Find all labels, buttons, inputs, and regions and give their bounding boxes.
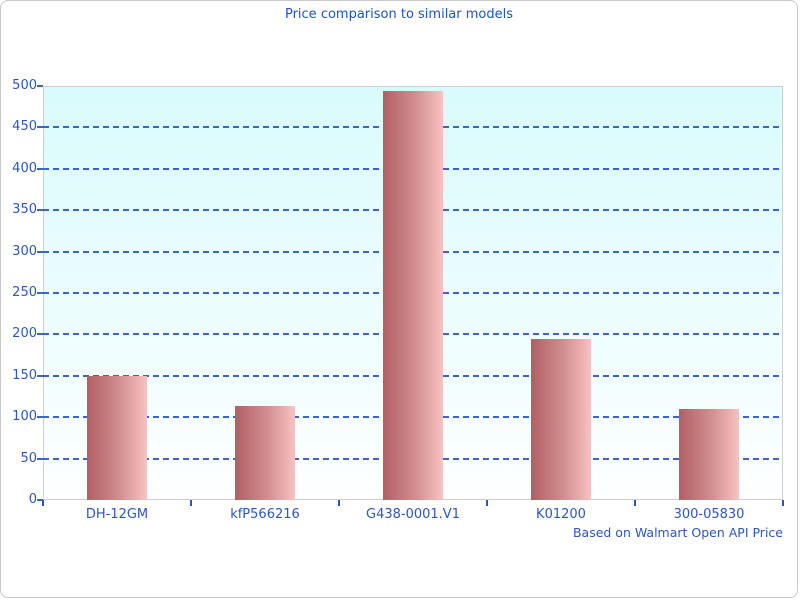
y-axis-label-0: 0 bbox=[28, 492, 37, 507]
y-axis-tick-450 bbox=[37, 126, 43, 129]
y-axis-label-50: 50 bbox=[20, 450, 37, 466]
x-axis-tick-0 bbox=[42, 500, 44, 506]
x-axis-label-kfP566216: kfP566216 bbox=[230, 507, 300, 522]
y-axis-label-500: 500 bbox=[12, 78, 37, 93]
y-axis-tick-500 bbox=[37, 85, 43, 87]
bar-G438-0001.V1 bbox=[383, 90, 443, 500]
bar-kfP566216 bbox=[235, 406, 295, 500]
x-axis-label-300-05830: 300-05830 bbox=[673, 507, 745, 522]
y-axis-tick-150 bbox=[37, 374, 43, 377]
x-axis-tick-5 bbox=[782, 500, 784, 506]
y-axis-tick-100 bbox=[37, 416, 43, 419]
y-axis-label-450: 450 bbox=[12, 119, 37, 135]
bar-DH-12GM bbox=[87, 375, 147, 500]
x-axis-tick-1 bbox=[190, 500, 192, 506]
bar-300-05830 bbox=[679, 408, 739, 500]
x-axis-label-K01200: K01200 bbox=[536, 507, 586, 522]
y-axis-tick-400 bbox=[37, 167, 43, 170]
x-axis-tick-3 bbox=[486, 500, 488, 506]
y-axis-label-300: 300 bbox=[12, 243, 37, 259]
y-axis-label-250: 250 bbox=[12, 285, 37, 300]
y-axis-label-200: 200 bbox=[12, 326, 37, 342]
y-axis-tick-50 bbox=[37, 457, 43, 460]
chart-title: Price comparison to similar models bbox=[284, 7, 514, 22]
x-axis-tick-2 bbox=[338, 500, 340, 506]
chart-source-note: Based on Walmart Open API Price bbox=[572, 525, 783, 540]
y-axis-label-350: 350 bbox=[12, 202, 37, 218]
y-axis-label-100: 100 bbox=[12, 409, 37, 425]
y-axis-tick-0 bbox=[37, 499, 43, 501]
y-axis-tick-200 bbox=[37, 333, 43, 336]
y-axis-label-150: 150 bbox=[12, 367, 37, 383]
y-axis-tick-250 bbox=[37, 292, 43, 294]
x-axis-label-G438-0001.V1: G438-0001.V1 bbox=[366, 507, 460, 522]
y-axis-label-400: 400 bbox=[12, 160, 37, 176]
y-axis-tick-300 bbox=[37, 250, 43, 253]
x-axis-tick-4 bbox=[634, 500, 636, 506]
x-axis-label-DH-12GM: DH-12GM bbox=[85, 507, 149, 522]
bar-K01200 bbox=[531, 339, 591, 500]
y-axis-tick-350 bbox=[37, 209, 43, 212]
